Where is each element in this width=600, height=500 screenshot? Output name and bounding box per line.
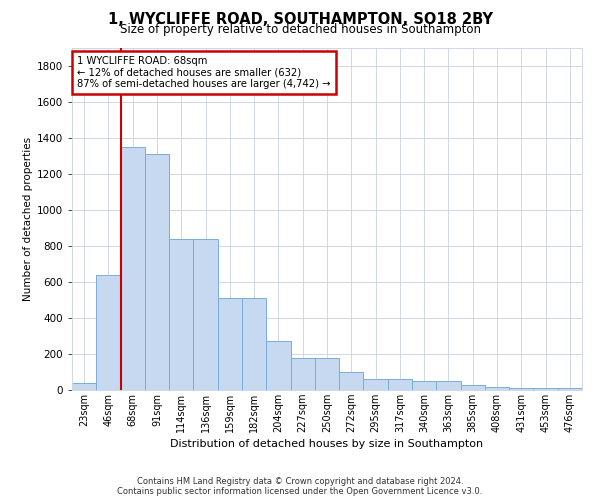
Bar [533,388,558,390]
Bar [218,298,242,390]
Bar [339,372,364,390]
Text: 1 WYCLIFFE ROAD: 68sqm
← 12% of detached houses are smaller (632)
87% of semi-de: 1 WYCLIFFE ROAD: 68sqm ← 12% of detached… [77,56,331,90]
Bar [315,358,339,390]
Bar [193,238,218,390]
Bar [266,342,290,390]
Text: 1, WYCLIFFE ROAD, SOUTHAMPTON, SO18 2BY: 1, WYCLIFFE ROAD, SOUTHAMPTON, SO18 2BY [107,12,493,28]
Bar [485,388,509,390]
Bar [412,381,436,390]
Bar [436,381,461,390]
Bar [388,379,412,390]
Bar [509,388,533,390]
Bar [364,379,388,390]
Y-axis label: Number of detached properties: Number of detached properties [23,136,32,301]
Bar [290,358,315,390]
Bar [558,388,582,390]
Bar [96,274,121,390]
Bar [145,154,169,390]
Bar [121,146,145,390]
Text: Contains HM Land Registry data © Crown copyright and database right 2024.
Contai: Contains HM Land Registry data © Crown c… [118,476,482,496]
Bar [242,298,266,390]
Text: Size of property relative to detached houses in Southampton: Size of property relative to detached ho… [119,22,481,36]
X-axis label: Distribution of detached houses by size in Southampton: Distribution of detached houses by size … [170,439,484,449]
Bar [169,238,193,390]
Bar [72,383,96,390]
Bar [461,384,485,390]
